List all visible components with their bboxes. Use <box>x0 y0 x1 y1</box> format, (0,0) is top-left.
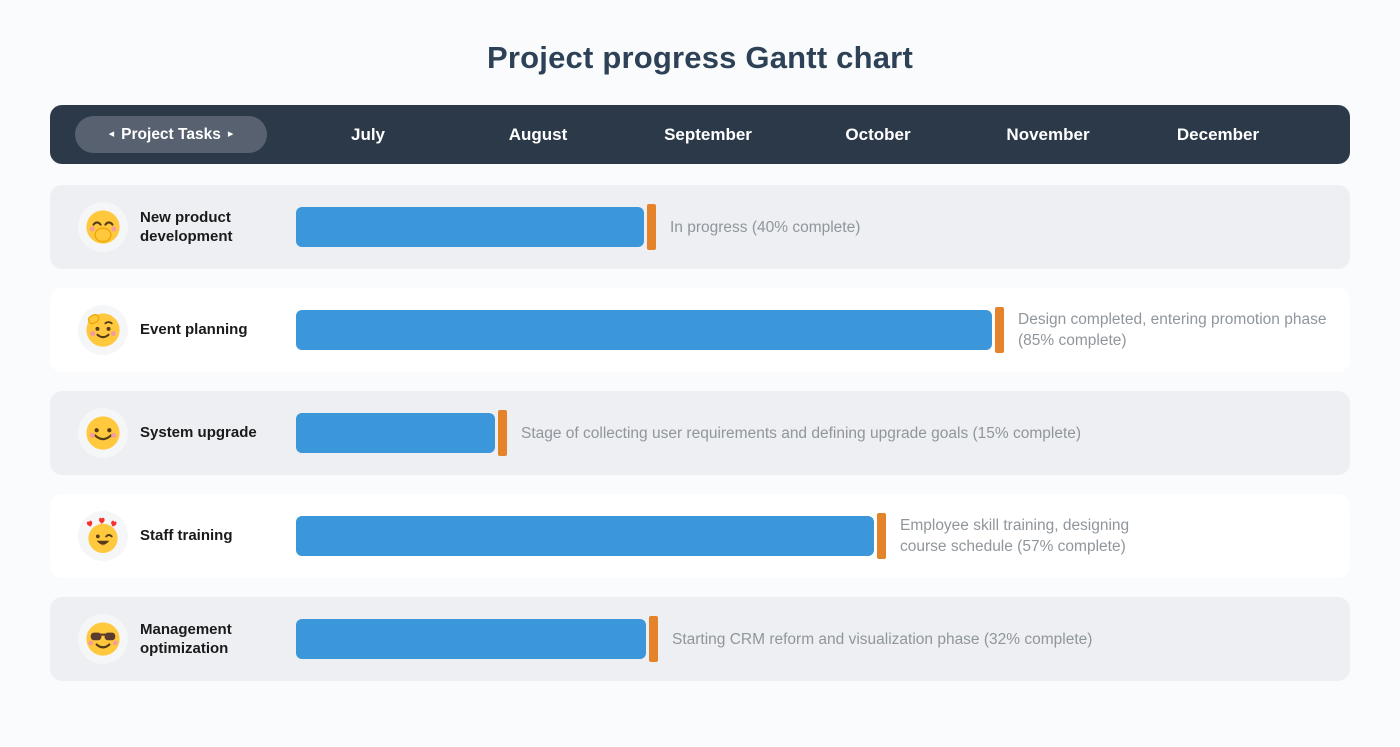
progress-bar-end-marker <box>647 204 656 250</box>
project-tasks-button[interactable]: ◂ Project Tasks ▸ <box>75 116 267 153</box>
status-text: In progress (40% complete) <box>670 218 861 236</box>
task-name: Management optimization <box>140 620 232 658</box>
progress-bar <box>296 413 495 453</box>
chevron-left-icon: ◂ <box>108 128 115 140</box>
emoji-saluting-face-icon <box>86 313 120 347</box>
emoji-smiling-face-with-hearts-icon <box>86 517 118 554</box>
month-labels: July August September October November D… <box>283 125 1303 145</box>
chart-content: ◂ Project Tasks ▸ July August September … <box>0 105 1400 681</box>
table-row: Staff training Employee skill training, … <box>50 494 1350 578</box>
status-text: Employee skill training, designing cours… <box>900 517 1130 555</box>
task-rows: New product development In progress (40%… <box>50 185 1350 681</box>
task-bar-track: In progress (40% complete) <box>296 204 1350 250</box>
task-avatar <box>78 305 128 355</box>
gantt-chart-page: Project progress Gantt chart ◂ Project T… <box>0 36 1400 747</box>
progress-bar <box>296 207 644 247</box>
emoji-smiling-face-with-sunglasses-icon <box>86 622 120 656</box>
table-row: Event planning Design completed, enterin… <box>50 288 1350 372</box>
task-bar-track: Starting CRM reform and visualization ph… <box>296 616 1350 662</box>
task-name: System upgrade <box>140 424 257 442</box>
progress-bar-end-marker <box>995 307 1004 353</box>
month-label-december: December <box>1176 124 1260 144</box>
task-avatar <box>78 614 128 664</box>
month-label-september: September <box>664 124 752 144</box>
table-row: Management optimization Starting CRM ref… <box>50 597 1350 681</box>
table-row: System upgrade Stage of collecting user … <box>50 391 1350 475</box>
status-text: Design completed, entering promotion pha… <box>1018 311 1327 349</box>
task-avatar <box>78 202 128 252</box>
project-tasks-label: Project Tasks <box>121 125 221 143</box>
month-label-july: July <box>350 124 386 144</box>
progress-bar-end-marker <box>877 513 886 559</box>
task-name: Staff training <box>140 527 233 545</box>
task-bar-track: Employee skill training, designing cours… <box>296 513 1350 559</box>
month-label-november: November <box>1006 124 1090 144</box>
task-bar-track: Design completed, entering promotion pha… <box>296 307 1350 353</box>
emoji-smiling-face-icon <box>86 416 120 450</box>
month-label-october: October <box>845 124 911 144</box>
status-text: Stage of collecting user requirements an… <box>521 424 1082 442</box>
page-title: Project progress Gantt chart <box>487 40 913 75</box>
timeline-header-bar: ◂ Project Tasks ▸ July August September … <box>50 105 1350 164</box>
status-text: Starting CRM reform and visualization ph… <box>672 630 1093 648</box>
task-bar-track: Stage of collecting user requirements an… <box>296 410 1350 456</box>
task-name: Event planning <box>140 321 248 339</box>
month-label-august: August <box>508 124 568 144</box>
table-row: New product development In progress (40%… <box>50 185 1350 269</box>
progress-bar <box>296 516 874 556</box>
task-avatar <box>78 511 128 561</box>
progress-bar <box>296 619 646 659</box>
task-avatar <box>78 408 128 458</box>
emoji-face-with-hand-over-mouth-icon <box>86 210 120 244</box>
task-name: New product development <box>140 208 233 246</box>
chevron-right-icon: ▸ <box>227 128 234 140</box>
progress-bar-end-marker <box>498 410 507 456</box>
progress-bar <box>296 310 992 350</box>
progress-bar-end-marker <box>649 616 658 662</box>
